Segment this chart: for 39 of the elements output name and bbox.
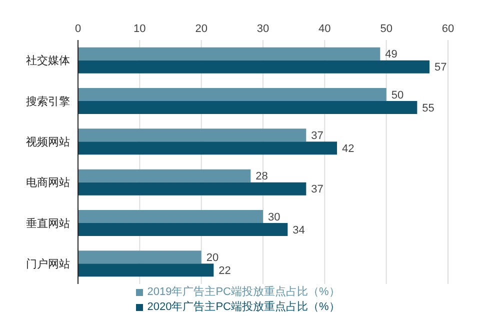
x-tick-label: 30 [256, 23, 270, 35]
bar [78, 264, 214, 277]
data-label: 57 [434, 62, 447, 74]
data-label: 42 [342, 143, 354, 156]
legend-label: 2020年广告主PC端投放重点占比（%） [147, 301, 340, 313]
bar [78, 169, 251, 182]
data-label: 37 [311, 184, 324, 196]
x-tick-label: 50 [380, 23, 392, 35]
data-label: 49 [385, 48, 398, 61]
bar [78, 47, 380, 60]
bar [78, 88, 386, 101]
bar [78, 128, 306, 142]
data-label: 34 [292, 224, 305, 236]
x-tick-label: 10 [134, 23, 146, 35]
data-label: 55 [422, 102, 434, 114]
bar [78, 60, 430, 74]
y-tick-label: 搜索引擎 [26, 94, 70, 108]
data-label: 50 [391, 89, 404, 102]
bar [78, 182, 306, 196]
data-label: 20 [206, 252, 219, 264]
y-tick-label: 电商网站 [26, 176, 70, 190]
bar [78, 250, 202, 264]
bar [78, 210, 263, 223]
x-tick-label: 0 [74, 23, 82, 35]
data-label: 28 [256, 170, 268, 183]
bar [78, 142, 337, 155]
data-label: 37 [311, 130, 324, 142]
data-label: 22 [218, 265, 231, 278]
legend-label: 2019年广告主PC端投放重点占比（%） [147, 286, 340, 298]
y-tick-label: 社交媒体 [26, 54, 70, 68]
bar [78, 100, 418, 114]
x-tick-label: 20 [195, 23, 208, 35]
x-tick-label: 40 [318, 23, 331, 35]
y-tick-label: 视频网站 [26, 136, 70, 149]
bar [78, 222, 288, 236]
y-tick-label: 门户网站 [26, 258, 70, 271]
y-tick-label: 垂直网站 [26, 216, 70, 230]
data-label: 30 [268, 211, 280, 224]
x-tick-label: 60 [442, 23, 454, 35]
